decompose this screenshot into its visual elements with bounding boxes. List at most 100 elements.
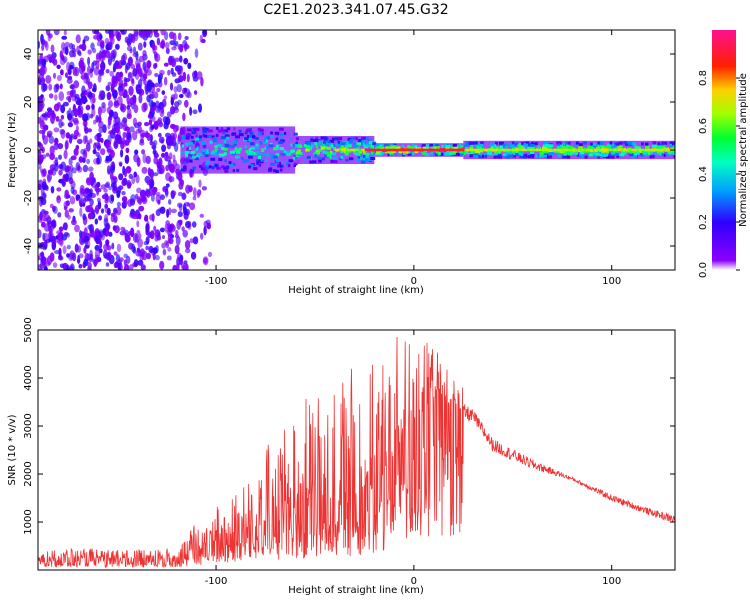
spectrogram-noise-mark (120, 102, 124, 111)
spectrogram-band-mark (315, 145, 318, 149)
spectrogram-band-mark (269, 153, 274, 157)
spectrogram-band-mark (579, 143, 583, 147)
spectrogram-core-mark (341, 148, 344, 152)
spectrogram-core-mark (644, 148, 648, 152)
spectrogram-band-mark (194, 137, 199, 141)
spectrogram-noise-mark (114, 124, 120, 134)
spectrogram-noise-mark (62, 101, 69, 107)
spectrogram-band-mark (628, 141, 633, 145)
spectrogram-band-mark (371, 144, 375, 148)
spectrogram-band-mark (414, 145, 419, 148)
spectrogram-band-mark (284, 131, 287, 135)
spectrogram-band-mark (401, 144, 405, 148)
spectrogram-band-mark (354, 152, 360, 156)
spectrogram-band-mark (280, 161, 283, 165)
spectrogram-band-mark (422, 147, 426, 151)
spectrogram-band-mark (650, 151, 654, 155)
spectrogram-noise-mark (52, 262, 58, 268)
spectrogram-band-mark (198, 137, 202, 141)
spectrogram-noise-mark (69, 196, 76, 205)
spectrogram-noise-mark (159, 260, 165, 270)
spectrogram-band-mark (185, 142, 189, 146)
spectrogram-core-mark (630, 148, 634, 152)
spectrogram-noise-mark (132, 232, 139, 243)
spectrogram-noise-mark (41, 44, 45, 51)
spectrogram-noise-mark (81, 95, 87, 105)
spectrogram-core-mark (421, 148, 425, 152)
spectrogram-band-mark (529, 151, 535, 155)
spectrogram-core-mark (654, 148, 657, 152)
spectrogram-noise-mark (54, 137, 59, 145)
spectrogram-band-mark (309, 147, 312, 151)
spectrogram-band-mark (210, 157, 216, 161)
spectrogram-noise-mark (49, 145, 55, 156)
spectrogram-band-mark (235, 149, 241, 153)
spectrogram-band-mark (295, 160, 300, 164)
spectrogram-noise-mark (91, 103, 95, 110)
spectrogram-band-mark (295, 144, 299, 147)
spectrogram-noise-mark (114, 100, 119, 107)
spectrogram-band-mark (202, 151, 206, 155)
spectrogram-band-mark (326, 153, 332, 157)
spectrogram-band-mark (407, 146, 411, 150)
spectrogram-noise-mark (69, 42, 74, 50)
spectrogram-band-mark (363, 158, 367, 161)
spectrogram-band-mark (256, 146, 260, 150)
spectrogram-noise-mark (133, 31, 139, 42)
spectrogram-band-mark (534, 142, 538, 146)
spectrogram-band-mark (257, 155, 262, 159)
spectrogram-noise-mark (161, 41, 165, 50)
spectrogram-band-mark (278, 141, 283, 144)
spectrogram-band-mark (544, 144, 550, 148)
spectrogram-core-mark (599, 148, 602, 152)
spectrogram-band-mark (248, 164, 254, 168)
spectrogram-band-mark (255, 137, 259, 140)
spectrogram-noise-mark (121, 54, 126, 64)
spectrogram-band-mark (549, 144, 554, 148)
spectrogram-noise-mark (68, 208, 74, 213)
spectrogram-noise-mark (145, 69, 152, 76)
spectrogram-noise-mark (154, 82, 159, 88)
spectrogram-noise-mark (174, 244, 180, 255)
spectrogram-band-mark (554, 150, 558, 153)
spectrogram-noise-mark (146, 180, 150, 186)
spectrogram-band-mark (610, 155, 615, 159)
spectrogram-core-mark (491, 148, 494, 152)
spectrogram-band-mark (317, 156, 321, 160)
spectrogram-band-mark (527, 146, 533, 150)
spectrogram-band-mark (612, 151, 617, 154)
spectrogram-band-mark (314, 154, 317, 158)
spectrogram-band-mark (232, 140, 238, 144)
spectrogram-band-mark (337, 137, 343, 141)
spectrogram-core-mark (611, 148, 615, 152)
spectrogram-xlabel: Height of straight line (km) (288, 285, 424, 296)
spectrogram-noise-mark (145, 245, 149, 251)
spectrogram-band-mark (277, 164, 281, 168)
spectrogram-core-mark (429, 148, 433, 152)
spectrogram-band-mark (275, 137, 279, 141)
spectrogram-noise-mark (153, 172, 159, 177)
spectrogram-band-mark (295, 141, 298, 145)
spectrogram-noise-mark (77, 105, 81, 113)
spectrogram-band-mark (505, 143, 511, 147)
spectrogram-core-mark (531, 148, 534, 152)
spectrogram-noise-mark (182, 262, 188, 270)
spectrogram-band-mark (426, 144, 430, 148)
spectrogram-noise-mark (150, 100, 154, 110)
spectrogram-band-mark (580, 155, 584, 159)
spectrogram-band-mark (376, 151, 380, 155)
spectrogram-band-mark (523, 143, 529, 147)
spectrogram-noise-mark (106, 106, 112, 114)
spectrogram-noise-mark (101, 194, 107, 200)
spectrogram-band-mark (235, 155, 240, 159)
spectrogram-band-mark (623, 141, 628, 145)
spectrogram-band-mark (233, 142, 237, 146)
spectrogram-band-mark (599, 145, 603, 149)
spectrogram-noise-mark (70, 186, 75, 194)
spectrogram-band-mark (495, 141, 498, 145)
spectrogram-band-mark (517, 144, 522, 148)
spectrogram-core-mark (523, 148, 526, 152)
spectrogram-noise-mark (70, 155, 77, 161)
spectrogram-noise-mark (71, 219, 77, 226)
spectrogram-core-mark (469, 148, 472, 152)
